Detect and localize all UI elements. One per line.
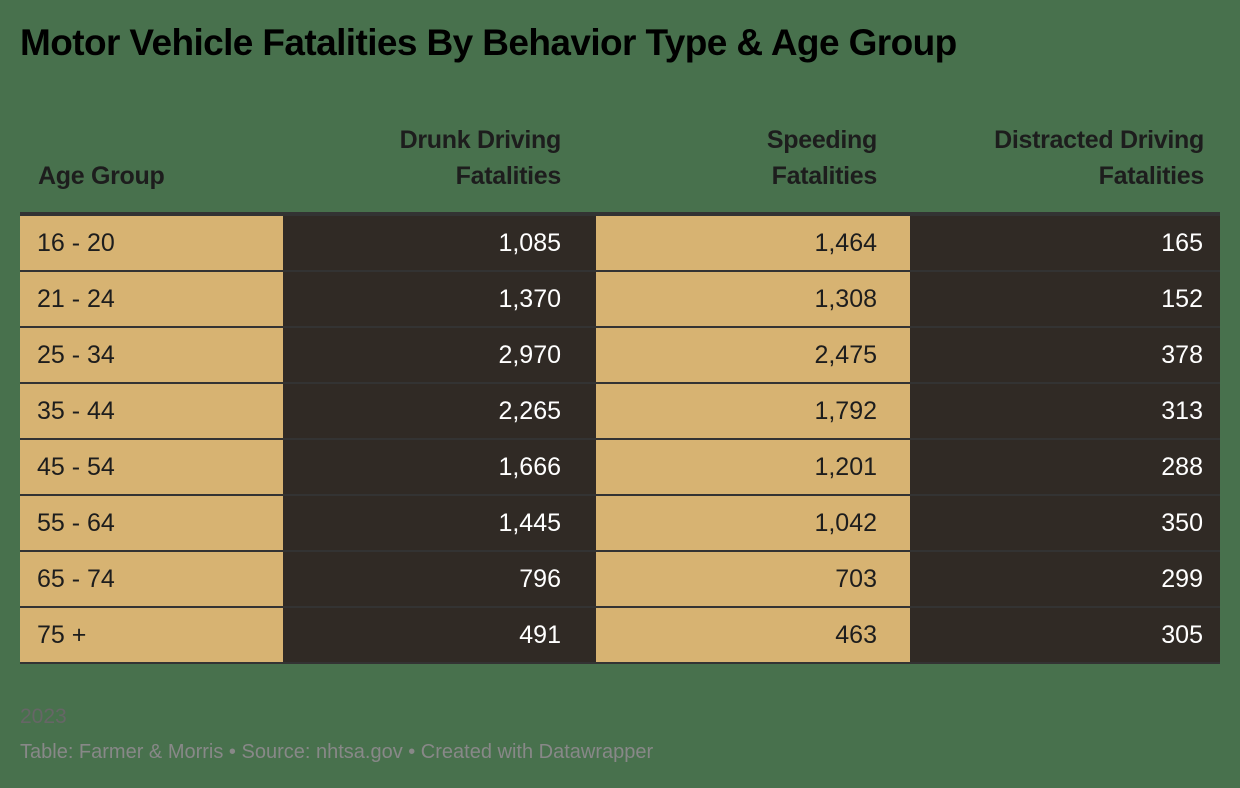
- speeding-cell: 1,464: [596, 216, 910, 270]
- drunk-driving-cell: 491: [283, 608, 596, 662]
- speeding-cell: 1,792: [596, 384, 910, 438]
- speeding-cell: 1,308: [596, 272, 910, 326]
- header-label-line1: Drunk Driving: [399, 126, 562, 154]
- chart-title: Motor Vehicle Fatalities By Behavior Typ…: [20, 22, 957, 63]
- header-label: Age Group: [38, 162, 165, 190]
- drunk-driving-cell: 796: [283, 552, 596, 606]
- age-group-cell: 55 - 64: [20, 496, 283, 550]
- age-group-cell: 75 +: [20, 608, 283, 662]
- distracted-driving-cell: 165: [910, 216, 1220, 270]
- speeding-cell: 2,475: [596, 328, 910, 382]
- source-footer: Table: Farmer & Morris • Source: nhtsa.g…: [20, 741, 654, 763]
- distracted-driving-cell: 350: [910, 496, 1220, 550]
- table-row: 75 + 491 463 305: [20, 608, 1220, 664]
- drunk-driving-cell: 2,265: [283, 384, 596, 438]
- speeding-cell: 1,042: [596, 496, 910, 550]
- distracted-driving-cell: 299: [910, 552, 1220, 606]
- drunk-driving-cell: 1,666: [283, 440, 596, 494]
- header-label-line2: Fatalities: [771, 162, 878, 190]
- table-header: Age Group Drunk Driving Fatalities Speed…: [20, 126, 1220, 212]
- drunk-driving-cell: 1,085: [283, 216, 596, 270]
- speeding-cell: 463: [596, 608, 910, 662]
- distracted-driving-cell: 288: [910, 440, 1220, 494]
- column-header-distracted-driving[interactable]: Distracted Driving Fatalities: [994, 122, 1204, 194]
- drunk-driving-cell: 1,370: [283, 272, 596, 326]
- table-row: 35 - 44 2,265 1,792 313: [20, 384, 1220, 440]
- distracted-driving-cell: 152: [910, 272, 1220, 326]
- column-header-age-group[interactable]: Age Group: [38, 158, 165, 194]
- speeding-cell: 1,201: [596, 440, 910, 494]
- age-group-cell: 21 - 24: [20, 272, 283, 326]
- age-group-cell: 35 - 44: [20, 384, 283, 438]
- header-label-line1: Distracted Driving: [994, 126, 1204, 154]
- header-label-line1: Speeding: [766, 126, 877, 154]
- table-row: 55 - 64 1,445 1,042 350: [20, 496, 1220, 552]
- header-label-line2: Fatalities: [1098, 162, 1205, 190]
- age-group-cell: 45 - 54: [20, 440, 283, 494]
- distracted-driving-cell: 305: [910, 608, 1220, 662]
- table-row: 45 - 54 1,666 1,201 288: [20, 440, 1220, 496]
- age-group-cell: 16 - 20: [20, 216, 283, 270]
- distracted-driving-cell: 313: [910, 384, 1220, 438]
- column-header-drunk-driving[interactable]: Drunk Driving Fatalities: [399, 122, 562, 194]
- table-notes: 2023: [20, 705, 67, 728]
- table-row: 21 - 24 1,370 1,308 152: [20, 272, 1220, 328]
- age-group-cell: 25 - 34: [20, 328, 283, 382]
- distracted-driving-cell: 378: [910, 328, 1220, 382]
- drunk-driving-cell: 2,970: [283, 328, 596, 382]
- data-table: 16 - 20 1,085 1,464 165 21 - 24 1,370 1,…: [20, 212, 1220, 664]
- age-group-cell: 65 - 74: [20, 552, 283, 606]
- speeding-cell: 703: [596, 552, 910, 606]
- column-header-speeding[interactable]: Speeding Fatalities: [767, 122, 877, 194]
- header-label-line2: Fatalities: [455, 162, 562, 190]
- table-row: 25 - 34 2,970 2,475 378: [20, 328, 1220, 384]
- table-row: 65 - 74 796 703 299: [20, 552, 1220, 608]
- drunk-driving-cell: 1,445: [283, 496, 596, 550]
- table-row: 16 - 20 1,085 1,464 165: [20, 216, 1220, 272]
